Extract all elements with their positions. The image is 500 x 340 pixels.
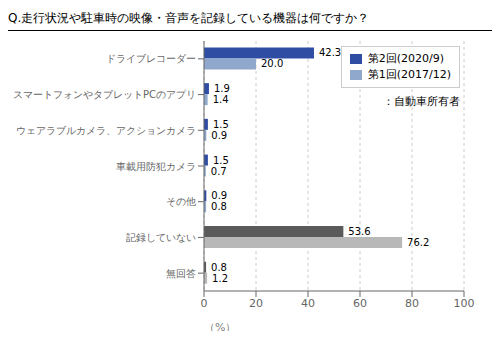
svg-text:無回答: 無回答 xyxy=(166,268,196,279)
svg-text:80: 80 xyxy=(405,297,419,310)
svg-text:1.2: 1.2 xyxy=(212,273,228,284)
svg-text:1.5: 1.5 xyxy=(213,155,229,166)
svg-text:1.4: 1.4 xyxy=(213,94,229,105)
svg-text:ドライブレコーダー: ドライブレコーダー xyxy=(106,53,196,64)
svg-text:ウェアラブルカメラ、アクションカメラ: ウェアラブルカメラ、アクションカメラ xyxy=(16,125,196,136)
html-text:第2回(2020/9): 第2回(2020/9) xyxy=(367,52,444,65)
svg-text:1.9: 1.9 xyxy=(214,83,230,94)
svg-text:42.3: 42.3 xyxy=(319,47,341,58)
svg-text:（%）: （%） xyxy=(204,321,236,331)
svg-text:記録していない: 記録していない xyxy=(126,232,196,243)
html-text:第1回(2017/12): 第1回(2017/12) xyxy=(367,68,451,81)
svg-text:53.6: 53.6 xyxy=(348,226,370,237)
svg-text:0.9: 0.9 xyxy=(211,190,227,201)
html-text:Q.走行状況や駐車時の映像・音声を記録している機器は何ですか: Q.走行状況や駐車時の映像・音声を記録している機器は何ですか？ xyxy=(8,11,370,25)
svg-text:0.8: 0.8 xyxy=(211,201,227,212)
svg-text:車載用防犯カメラ: 車載用防犯カメラ xyxy=(116,161,196,172)
svg-text:20: 20 xyxy=(249,297,263,310)
svg-text:76.2: 76.2 xyxy=(407,237,429,248)
svg-text:0.8: 0.8 xyxy=(211,262,227,273)
svg-text:0.7: 0.7 xyxy=(211,166,227,177)
svg-text:60: 60 xyxy=(353,297,367,310)
svg-text:スマートフォンやタブレットPCのアプリ: スマートフォンやタブレットPCのアプリ xyxy=(13,89,196,100)
html-text:：自動車所有者: ：自動車所有者 xyxy=(383,95,460,108)
svg-text:20.0: 20.0 xyxy=(261,58,283,69)
svg-text:0: 0 xyxy=(201,297,208,310)
svg-text:40: 40 xyxy=(301,297,315,310)
svg-text:その他: その他 xyxy=(166,196,196,207)
svg-text:100: 100 xyxy=(454,297,475,310)
svg-text:1.5: 1.5 xyxy=(213,119,229,130)
svg-text:0.9: 0.9 xyxy=(211,130,227,141)
